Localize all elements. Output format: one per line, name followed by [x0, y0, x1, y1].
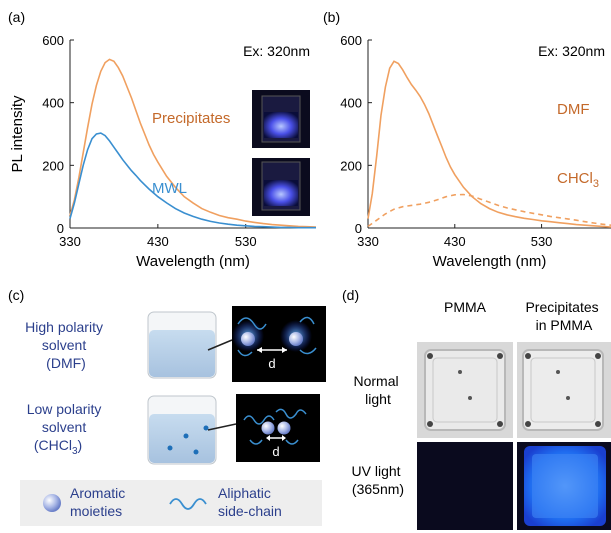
series-label-mwl: MWL: [152, 180, 187, 197]
series-line-precipitates: [69, 58, 317, 228]
x-tick-label: 330: [59, 234, 81, 249]
x-axis-label: Wavelength (nm): [433, 253, 547, 270]
molecule-box-dmf: d: [232, 306, 326, 382]
y-axis-label: PL intensity: [9, 95, 26, 172]
excitation-annotation: Ex: 320nm: [243, 43, 310, 59]
panel-label-d: (d): [342, 287, 359, 303]
svg-text:Aromatic moieties: Aromatic moieties: [70, 485, 129, 519]
y-tick-label: 200: [42, 158, 64, 173]
panel-label-a: (a): [8, 9, 25, 25]
row-label-uv: UV light (365nm): [352, 463, 405, 497]
series-line-mwl: [69, 132, 316, 229]
panel-label-c: (c): [8, 287, 24, 303]
row-label-normal: Normal light: [353, 373, 402, 407]
y-tick-label: 600: [42, 33, 64, 48]
series-line-dmf: [367, 60, 611, 228]
distance-label-dmf: d: [268, 356, 275, 371]
panel-label-b: (b): [323, 9, 340, 25]
y-tick-label: 0: [57, 221, 64, 236]
col-header-precipitates: Precipitates in PMMA: [525, 299, 602, 333]
x-axis-label: Wavelength (nm): [136, 253, 250, 270]
x-tick-label: 530: [531, 234, 553, 249]
excitation-annotation: Ex: 320nm: [538, 43, 605, 59]
series-label-chcl3: CHCl3: [557, 170, 599, 190]
distance-label-chcl3: d: [272, 444, 279, 459]
series-line-chcl3: [367, 193, 611, 228]
y-tick-label: 0: [355, 221, 362, 236]
chart-a: 0 200 400 600 330 430 530 Wavelength (nm) PL int…: [9, 33, 317, 270]
chart-b: 0 200 400 600 330 430 530 Wavelength (nm) Ex: 32…: [340, 33, 611, 270]
beaker-chcl3: [147, 395, 237, 465]
y-tick-label: 600: [340, 33, 362, 48]
x-tick-label: 430: [147, 234, 169, 249]
col-header-pmma: PMMA: [444, 299, 487, 315]
series-label-precipitates: Precipitates: [152, 110, 230, 127]
photo-precipitates-normal: [517, 342, 611, 438]
beaker-dmf: [147, 311, 233, 379]
y-tick-label: 400: [340, 96, 362, 111]
molecule-box-chcl3: d: [236, 394, 320, 462]
vial-photo-mwl: [252, 158, 310, 216]
series-label-dmf: DMF: [557, 101, 590, 118]
photo-precipitates-uv: [517, 442, 611, 530]
photo-pmma-normal: [417, 342, 513, 438]
low-polarity-label: Low polarity solvent (CHCl3): [27, 401, 106, 457]
high-polarity-label: High polarity solvent (DMF): [25, 319, 107, 371]
svg-text:Aliphatic side-chain: Aliphatic side-chain: [218, 485, 282, 519]
y-tick-label: 400: [42, 96, 64, 111]
y-tick-label: 200: [340, 158, 362, 173]
photo-pmma-uv: [417, 442, 513, 530]
panel-c-legend: Aromatic moieties Aliphatic side-chain: [20, 480, 322, 526]
vial-photo-precipitates: [252, 90, 310, 148]
x-tick-label: 330: [357, 234, 379, 249]
x-tick-label: 530: [235, 234, 257, 249]
x-tick-label: 430: [444, 234, 466, 249]
